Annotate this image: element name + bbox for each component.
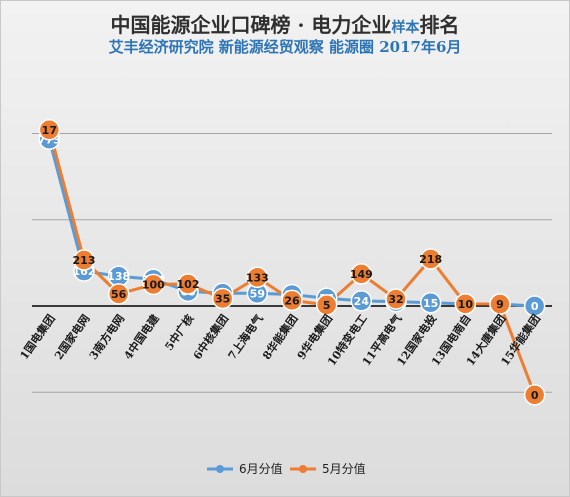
- data-point: [107, 283, 130, 305]
- data-point: [419, 248, 442, 270]
- x-tick-label: 5中广核: [162, 312, 197, 353]
- data-point: [385, 288, 407, 310]
- data-point: [489, 293, 511, 315]
- data-point: [142, 273, 165, 296]
- data-label: 0: [531, 300, 539, 313]
- data-point: [38, 119, 61, 141]
- data-point: [523, 295, 546, 317]
- data-point: [315, 294, 338, 316]
- data-point: [177, 273, 199, 295]
- data-label: 133: [246, 271, 269, 284]
- data-label: 138: [107, 270, 130, 283]
- data-point: [281, 289, 303, 312]
- chart-subtitle: 艾丰经济研究院 新能源经贸观察 能源圈 2017年6月: [108, 38, 462, 56]
- data-label: 213: [73, 254, 96, 267]
- data-point: [73, 249, 95, 271]
- data-label: 5: [323, 299, 331, 312]
- title-main: 中国能源企业口碑榜 · 电力企业: [110, 13, 392, 37]
- data-label: 100: [142, 278, 165, 291]
- data-point: [523, 384, 546, 406]
- data-label: 32: [388, 293, 403, 306]
- data-point: [454, 293, 477, 315]
- data-label: 0: [531, 389, 539, 402]
- data-label: 24: [354, 295, 370, 308]
- legend-swatch-marker: [299, 465, 307, 473]
- data-point: [246, 266, 269, 289]
- legend-swatch-marker: [216, 465, 224, 473]
- legend-label: 6月分值: [239, 461, 283, 476]
- x-tick-label: 4中国电建: [121, 311, 163, 362]
- data-label: 149: [350, 268, 373, 281]
- legend-label: 5月分值: [322, 461, 366, 476]
- gridlines: [32, 132, 552, 393]
- data-label: 218: [419, 253, 442, 266]
- data-point: [350, 263, 373, 285]
- data-label: 17: [42, 124, 57, 137]
- data-point: [211, 287, 234, 310]
- legend: 6月分值 5月分值: [207, 461, 366, 476]
- title-accent: 样本: [391, 20, 420, 36]
- data-label: 56: [111, 288, 127, 301]
- data-label: 59: [250, 287, 265, 300]
- data-label: 9: [496, 298, 504, 311]
- data-label: 102: [177, 278, 200, 291]
- data-point: [350, 290, 373, 312]
- data-label: 15: [423, 297, 438, 310]
- title-end: 排名: [419, 13, 460, 37]
- data-label: 10: [458, 298, 474, 311]
- data-label: 26: [284, 294, 300, 307]
- data-point: [419, 292, 442, 314]
- data-label: 35: [215, 292, 230, 305]
- chart-title: 中国能源企业口碑榜 · 电力企业样本排名: [0, 9, 570, 38]
